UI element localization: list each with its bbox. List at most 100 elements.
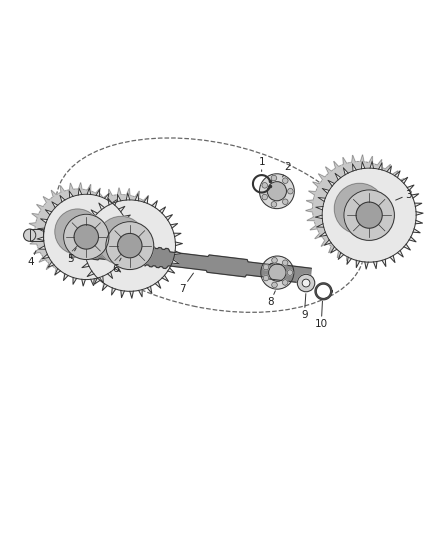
Polygon shape	[416, 212, 423, 215]
Polygon shape	[155, 281, 161, 288]
Polygon shape	[412, 194, 419, 198]
Polygon shape	[125, 251, 132, 255]
Circle shape	[75, 195, 167, 286]
Polygon shape	[353, 164, 356, 171]
Polygon shape	[109, 189, 112, 196]
Circle shape	[97, 216, 145, 264]
Polygon shape	[409, 237, 416, 242]
Polygon shape	[126, 193, 130, 200]
Polygon shape	[94, 278, 100, 284]
Polygon shape	[70, 183, 73, 190]
Circle shape	[267, 182, 286, 201]
Polygon shape	[99, 266, 104, 273]
Polygon shape	[82, 263, 89, 268]
Polygon shape	[121, 290, 124, 297]
Polygon shape	[32, 214, 39, 217]
Polygon shape	[78, 266, 85, 271]
Polygon shape	[370, 161, 374, 168]
Circle shape	[261, 256, 294, 289]
Polygon shape	[38, 228, 45, 231]
Polygon shape	[104, 193, 109, 200]
Text: 2: 2	[283, 162, 291, 177]
Polygon shape	[85, 273, 92, 279]
Circle shape	[64, 214, 109, 260]
Polygon shape	[91, 210, 98, 216]
Polygon shape	[378, 163, 382, 170]
Polygon shape	[72, 222, 79, 227]
Polygon shape	[322, 189, 329, 193]
Polygon shape	[172, 260, 179, 264]
Polygon shape	[308, 191, 316, 195]
Polygon shape	[73, 258, 80, 262]
Polygon shape	[68, 240, 75, 244]
Polygon shape	[118, 220, 125, 223]
Polygon shape	[51, 190, 56, 197]
Polygon shape	[90, 198, 95, 205]
Circle shape	[259, 174, 294, 208]
Polygon shape	[106, 261, 112, 267]
Polygon shape	[45, 209, 52, 215]
Circle shape	[272, 282, 277, 288]
Polygon shape	[378, 159, 382, 166]
Polygon shape	[37, 205, 43, 209]
Polygon shape	[52, 202, 58, 208]
Polygon shape	[76, 213, 83, 218]
Circle shape	[106, 222, 154, 270]
Polygon shape	[334, 161, 339, 168]
Polygon shape	[129, 233, 135, 237]
Circle shape	[322, 168, 416, 262]
Polygon shape	[360, 155, 364, 162]
Polygon shape	[316, 206, 323, 210]
Polygon shape	[103, 282, 107, 290]
Polygon shape	[328, 246, 334, 253]
Polygon shape	[78, 183, 82, 189]
Polygon shape	[163, 255, 170, 259]
Polygon shape	[128, 243, 135, 246]
Polygon shape	[78, 255, 86, 258]
Polygon shape	[85, 218, 92, 223]
Polygon shape	[71, 239, 82, 258]
Polygon shape	[147, 286, 152, 294]
Polygon shape	[115, 210, 122, 214]
Polygon shape	[39, 257, 45, 262]
Circle shape	[262, 183, 268, 188]
Polygon shape	[96, 190, 99, 196]
Polygon shape	[119, 206, 125, 212]
Polygon shape	[355, 255, 359, 262]
Polygon shape	[48, 262, 54, 268]
Polygon shape	[313, 182, 320, 187]
Polygon shape	[94, 278, 99, 285]
Circle shape	[263, 276, 268, 281]
Polygon shape	[406, 214, 413, 217]
Polygon shape	[82, 273, 85, 280]
Polygon shape	[87, 184, 91, 191]
Bar	[30, 229, 43, 241]
Polygon shape	[162, 275, 169, 281]
Polygon shape	[28, 232, 35, 235]
Circle shape	[272, 257, 277, 263]
Polygon shape	[87, 271, 94, 277]
Polygon shape	[117, 246, 123, 250]
Polygon shape	[415, 220, 423, 224]
Polygon shape	[91, 279, 94, 286]
Polygon shape	[60, 185, 64, 192]
Polygon shape	[121, 259, 127, 264]
Polygon shape	[42, 254, 49, 259]
Polygon shape	[80, 228, 88, 231]
Polygon shape	[78, 188, 82, 195]
Polygon shape	[321, 240, 327, 246]
Polygon shape	[331, 247, 337, 253]
Circle shape	[268, 264, 286, 281]
Polygon shape	[120, 228, 127, 232]
Polygon shape	[306, 208, 313, 212]
Circle shape	[44, 194, 129, 279]
Polygon shape	[397, 251, 403, 257]
Polygon shape	[318, 174, 325, 180]
Polygon shape	[168, 268, 175, 273]
Polygon shape	[399, 230, 406, 235]
Polygon shape	[320, 232, 327, 237]
Polygon shape	[55, 269, 60, 275]
Polygon shape	[127, 224, 134, 228]
Polygon shape	[306, 200, 313, 204]
Polygon shape	[112, 199, 118, 205]
